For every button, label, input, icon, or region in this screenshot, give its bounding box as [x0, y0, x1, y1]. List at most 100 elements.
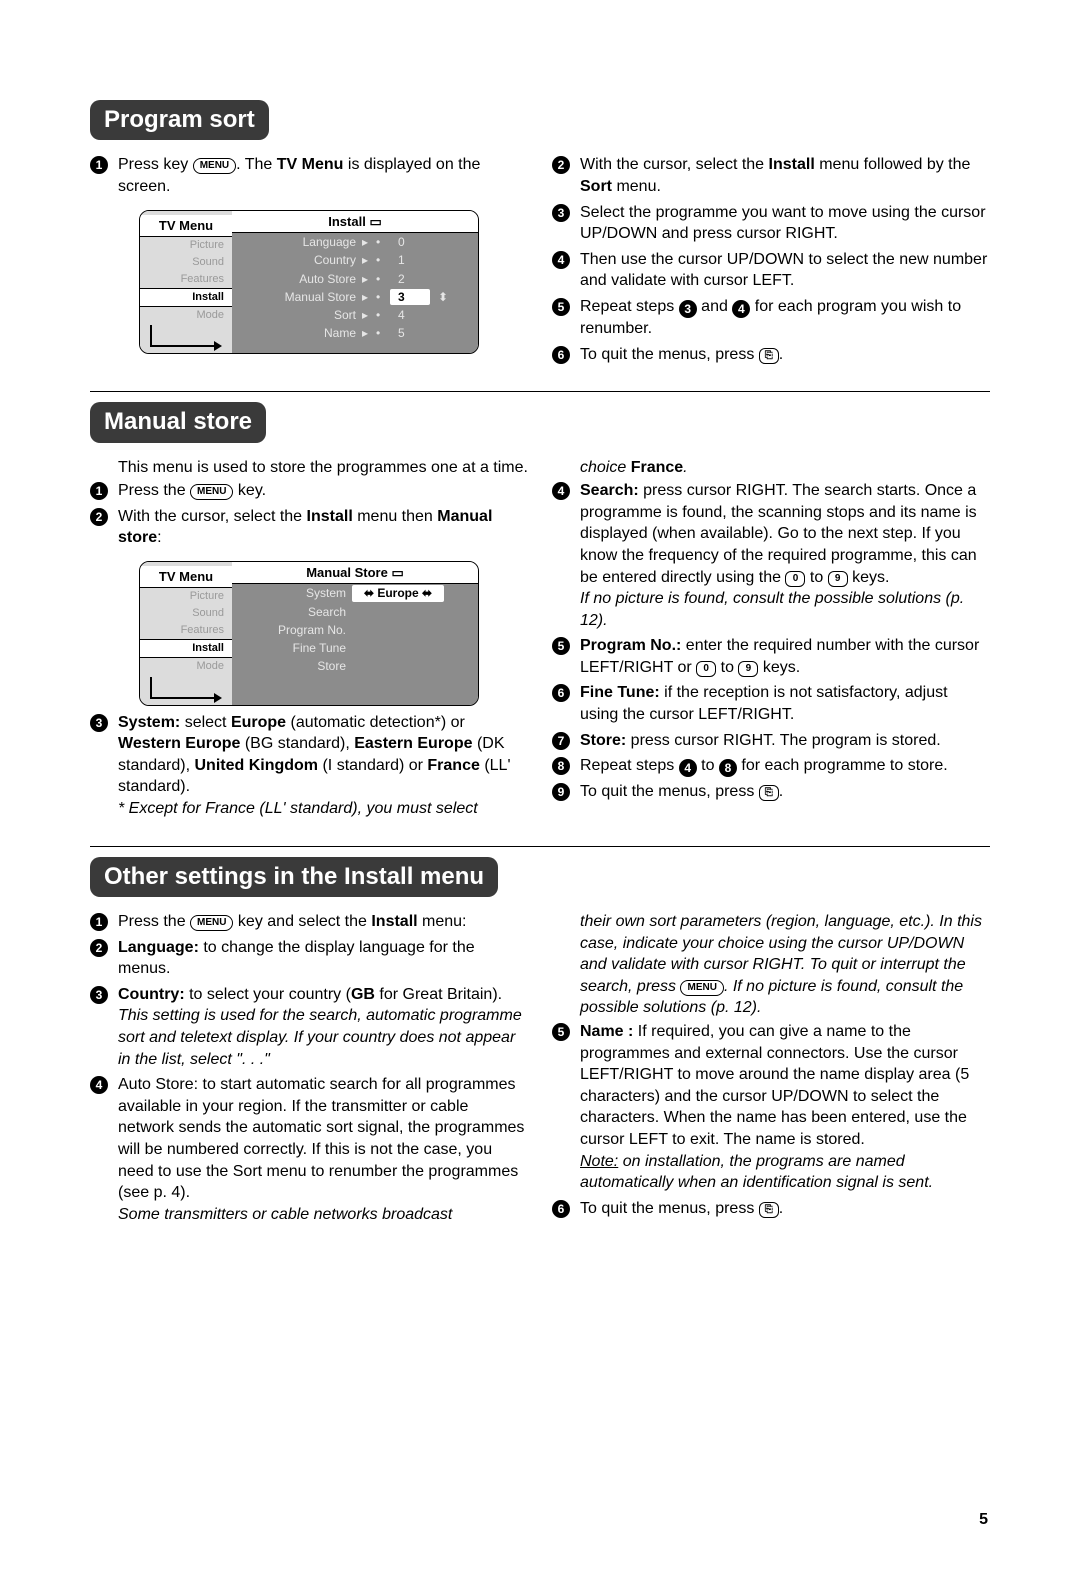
- bold: Program No.:: [580, 637, 681, 654]
- text: .: [779, 346, 783, 363]
- dot-icon: •: [376, 289, 390, 305]
- step-marker-6: 6: [552, 1200, 570, 1218]
- menu-key-icon: MENU: [190, 484, 233, 500]
- bold: United Kingdom: [194, 757, 318, 774]
- step-marker-2: 2: [552, 156, 570, 174]
- bold: Europe: [231, 714, 286, 731]
- other-settings-left-col: 1 Press the MENU key and select the Inst…: [90, 911, 528, 1229]
- menu-row-label: Fine Tune: [232, 640, 352, 656]
- menu-side-item-active: Install: [140, 288, 232, 307]
- step-marker-4: 4: [552, 251, 570, 269]
- text: Select the programme you want to move us…: [580, 204, 986, 243]
- bold: Fine Tune:: [580, 684, 660, 701]
- text: for Great Britain).: [375, 986, 502, 1003]
- step-marker-1: 1: [90, 913, 108, 931]
- text: To quit the menus, press: [580, 346, 759, 363]
- bold: Language:: [118, 939, 199, 956]
- step-marker-1: 1: [90, 156, 108, 174]
- text: To quit the menus, press: [580, 783, 759, 800]
- text: .: [779, 1200, 783, 1217]
- text: If required, you can give a name to the …: [580, 1023, 969, 1148]
- menu-row-label: System: [232, 585, 352, 601]
- divider: [90, 846, 990, 847]
- tv-icon: ▭: [369, 214, 381, 229]
- text: Then use the cursor UP/DOWN to select th…: [580, 251, 987, 290]
- text: key.: [233, 482, 266, 499]
- text: menu then: [353, 508, 438, 525]
- dot-icon: •: [376, 325, 390, 341]
- menu-key-icon: MENU: [680, 980, 723, 996]
- text: press cursor RIGHT. The program is store…: [626, 732, 940, 749]
- step-marker-4: 4: [552, 482, 570, 500]
- triangle-icon: ▸: [362, 325, 376, 341]
- step-marker-4: 4: [90, 1076, 108, 1094]
- menu-row-val: 5: [390, 325, 430, 341]
- text: Repeat steps: [580, 298, 679, 315]
- triangle-icon: ▸: [362, 252, 376, 268]
- step-marker-1: 1: [90, 482, 108, 500]
- menu-side-item: Features: [140, 622, 232, 639]
- key-0-icon: 0: [696, 661, 716, 677]
- key-0-icon: 0: [785, 571, 805, 587]
- text: With the cursor, select the: [580, 156, 769, 173]
- step-marker-2: 2: [90, 939, 108, 957]
- menu-arrow-icon: [150, 325, 220, 347]
- menu-row-val: 4: [390, 307, 430, 323]
- menu-key-icon: MENU: [190, 915, 233, 931]
- step-marker-9: 9: [552, 783, 570, 801]
- text: Auto Store: to start automatic search fo…: [118, 1076, 524, 1201]
- choice-line: choice France.: [552, 457, 990, 479]
- bold: Sort: [580, 178, 612, 195]
- updown-icon: ⬍: [430, 289, 448, 305]
- key-9-icon: 9: [828, 571, 848, 587]
- text: keys.: [758, 659, 800, 676]
- note: If no picture is found, consult the poss…: [580, 588, 990, 631]
- ps-step1-pre: Press key: [118, 156, 193, 173]
- intro-text: This menu is used to store the programme…: [90, 457, 528, 479]
- text: to: [805, 569, 827, 586]
- text: key and select the: [233, 913, 371, 930]
- step-marker-3: 3: [90, 714, 108, 732]
- text: (I standard) or: [318, 757, 427, 774]
- ps-step1-post: . The: [236, 156, 277, 173]
- dot-icon: •: [376, 252, 390, 268]
- inline-step-ref: 4: [679, 759, 697, 777]
- text: select: [180, 714, 231, 731]
- page-number: 5: [979, 1509, 988, 1531]
- step-marker-7: 7: [552, 732, 570, 750]
- menu-side-item: Mode: [140, 658, 232, 675]
- bold: Search:: [580, 482, 639, 499]
- text: To quit the menus, press: [580, 1200, 759, 1217]
- ps-step1-bold: TV Menu: [277, 156, 344, 173]
- program-sort-right-col: 2 With the cursor, select the Install me…: [552, 154, 990, 369]
- text: With the cursor, select the: [118, 508, 307, 525]
- step-marker-6: 6: [552, 346, 570, 364]
- text: menu.: [612, 178, 661, 195]
- text: menu:: [418, 913, 467, 930]
- tv-icon: ▭: [391, 565, 403, 580]
- section-title: Manual store: [90, 402, 266, 442]
- step-marker-3: 3: [90, 986, 108, 1004]
- text: to: [716, 659, 738, 676]
- section-program-sort: Program sort 1 Press key MENU. The TV Me…: [90, 100, 990, 369]
- step-marker-3: 3: [552, 204, 570, 222]
- bold: France: [427, 757, 479, 774]
- bold: Eastern Europe: [354, 735, 472, 752]
- dot-icon: •: [376, 271, 390, 287]
- text: to select your country (: [185, 986, 351, 1003]
- manual-store-left-col: This menu is used to store the programme…: [90, 457, 528, 824]
- text: and: [697, 298, 733, 315]
- text: press cursor RIGHT. The search starts. O…: [580, 482, 977, 585]
- bold: Western Europe: [118, 735, 240, 752]
- text: (automatic detection*) or: [286, 714, 465, 731]
- other-settings-right-col: their own sort parameters (region, langu…: [552, 911, 990, 1229]
- note: Some transmitters or cable networks broa…: [118, 1204, 528, 1226]
- menu-side-item-active: Install: [140, 639, 232, 658]
- inline-step-ref: 4: [732, 300, 750, 318]
- menu-arrow-icon: [150, 677, 220, 699]
- menu-side-item: Features: [140, 271, 232, 288]
- text: keys.: [848, 569, 890, 586]
- menu-side-item: Mode: [140, 307, 232, 324]
- section-title: Other settings in the Install menu: [90, 857, 498, 897]
- divider: [90, 391, 990, 392]
